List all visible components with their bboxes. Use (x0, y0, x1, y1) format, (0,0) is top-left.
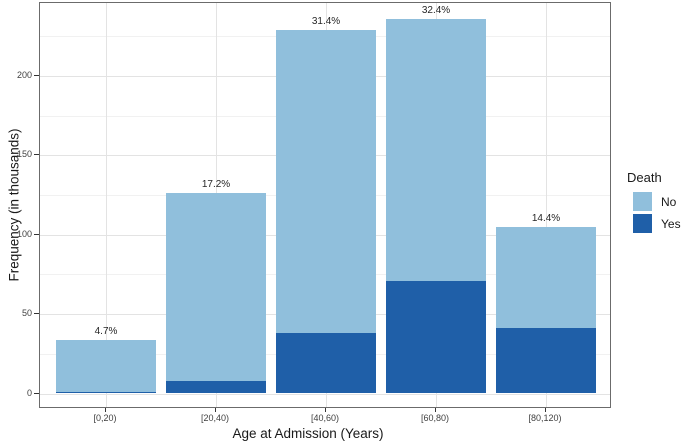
legend-key-swatch (633, 192, 652, 211)
y-axis-tick (34, 392, 39, 394)
x-axis-tick-label: [60,80) (420, 413, 450, 423)
bar-percent-label: 17.2% (201, 179, 231, 191)
y-axis-tick-label: 0 (26, 387, 32, 398)
y-axis-tick (34, 313, 39, 315)
x-axis-tick-label: [0,20) (93, 413, 117, 423)
x-axis-tick-label: [80,120) (528, 413, 562, 423)
bar-percent-label: 14.4% (531, 212, 561, 224)
x-axis-tick-label: [20,40) (200, 413, 230, 423)
y-axis-tick (34, 74, 39, 76)
bar-percent-label: 32.4% (421, 4, 451, 16)
legend: Death No Yes (627, 170, 681, 236)
bar-segment-no (386, 18, 486, 281)
x-axis-tick-label: [40,60) (310, 413, 340, 423)
bar-segment-no (166, 193, 266, 381)
legend-item-label: Yes (661, 216, 681, 231)
bar-segment-yes (496, 328, 596, 394)
bar-segment-yes (166, 380, 266, 394)
x-axis-tick (215, 408, 216, 412)
legend-key-swatch (633, 214, 652, 233)
legend-title: Death (627, 170, 662, 185)
x-axis-tick (545, 408, 546, 412)
bar-segment-no (276, 29, 376, 334)
gridline-major-horizontal (40, 393, 610, 395)
y-axis-tick (34, 233, 39, 235)
gridline-major-vertical (106, 3, 107, 407)
legend-item-label: No (661, 194, 677, 209)
x-axis-title: Age at Admission (Years) (232, 426, 384, 441)
y-axis-tick-label: 200 (16, 69, 32, 80)
bar-segment-no (496, 226, 596, 329)
bar-percent-label: 31.4% (311, 15, 341, 27)
bar-segment-yes (56, 391, 156, 394)
x-axis-tick (325, 408, 326, 412)
y-axis-tick-label: 50 (21, 308, 32, 319)
legend-item-yes: Yes (633, 214, 681, 233)
bar-percent-label: 4.7% (94, 325, 118, 337)
legend-item-no: No (633, 192, 681, 211)
y-axis-tick-label: 150 (16, 149, 32, 160)
bar-segment-yes (386, 280, 486, 394)
bar-segment-yes (276, 333, 376, 394)
x-axis-tick (105, 408, 106, 412)
x-axis-tick (435, 408, 436, 412)
legend-items: No Yes (627, 192, 681, 233)
y-axis-tick (34, 154, 39, 156)
y-axis-tick-label: 100 (16, 228, 32, 239)
plot-panel: 4.7% 17.2% 31.4% 32.4% 14.4% (39, 2, 611, 408)
gridline-major-vertical (546, 3, 547, 407)
bar-segment-no (56, 339, 156, 392)
